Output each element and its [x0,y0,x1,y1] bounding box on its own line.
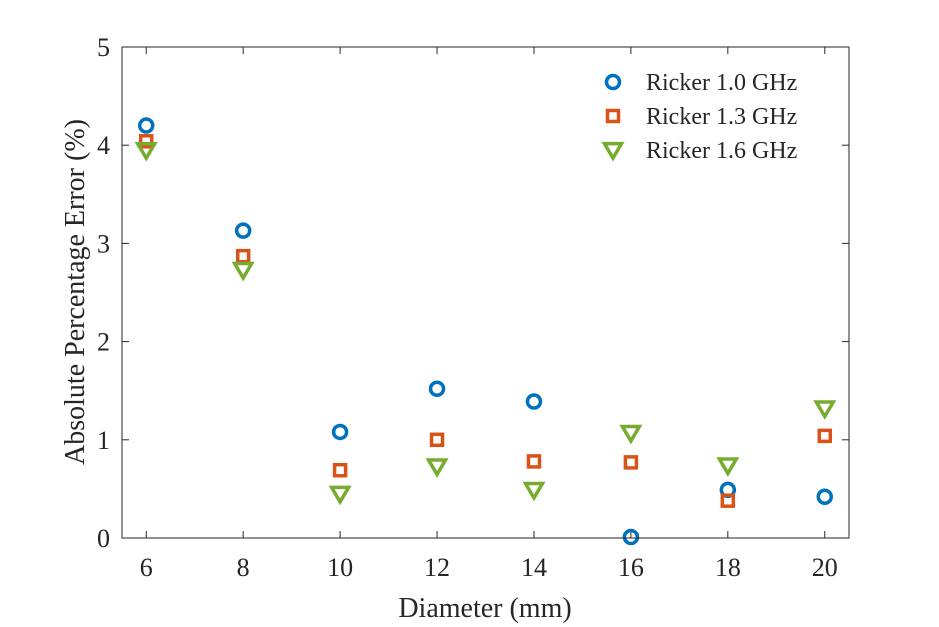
data-point [231,261,255,282]
legend-label: Ricker 1.0 GHz [646,70,797,96]
x-tick-label: 10 [327,553,353,582]
data-point [619,424,643,445]
legend-marker [601,141,625,162]
legend-item: Ricker 1.3 GHz [605,104,797,130]
legend-label: Ricker 1.6 GHz [646,138,797,164]
data-point [816,488,834,506]
data-marks [134,117,837,546]
data-point [235,248,251,264]
data-point [138,134,154,149]
series-2 [138,134,833,508]
y-tick-label: 5 [97,33,110,62]
data-point [622,528,640,546]
plot-area [122,47,849,538]
series-1 [137,117,834,546]
data-point [429,432,445,448]
data-point [425,458,449,478]
x-tick-label: 8 [237,553,250,582]
x-tick-label: 14 [521,553,547,582]
x-tick-label: 6 [140,553,153,582]
legend-item: Ricker 1.6 GHz [601,138,797,164]
data-point [332,462,348,478]
y-tick-label: 3 [97,229,110,258]
y-tick-label: 0 [97,524,110,553]
legend-label: Ricker 1.3 GHz [646,104,797,130]
data-point [720,493,736,508]
data-point [526,454,542,469]
data-point [716,457,740,477]
data-point [522,481,546,502]
x-tick-label: 12 [424,553,450,582]
series-3 [134,141,837,506]
x-tick-label: 18 [715,553,741,582]
x-axis-label: Diameter (mm) [398,593,571,624]
data-point [428,380,446,397]
data-point [331,423,349,441]
data-point [623,455,639,470]
legend-marker [605,108,621,124]
data-point [328,485,352,506]
data-point [525,393,543,410]
data-point [234,222,252,239]
x-tick-label: 20 [812,553,838,582]
y-tick-label: 4 [97,131,110,160]
legend-marker [604,73,622,91]
y-tick-label: 2 [97,328,110,357]
data-point [817,428,833,444]
y-tick-label: 1 [97,426,110,455]
legend-item: Ricker 1.0 GHz [604,70,797,96]
data-point [137,117,155,134]
y-axis-label: Absolute Percentage Error (%) [60,119,91,465]
legend: Ricker 1.0 GHz Ricker 1.3 GHz Ricker 1.6 G… [601,70,797,164]
data-point [134,141,158,162]
data-point [813,400,837,420]
x-tick-label: 16 [618,553,644,582]
plot-frame [121,46,850,539]
